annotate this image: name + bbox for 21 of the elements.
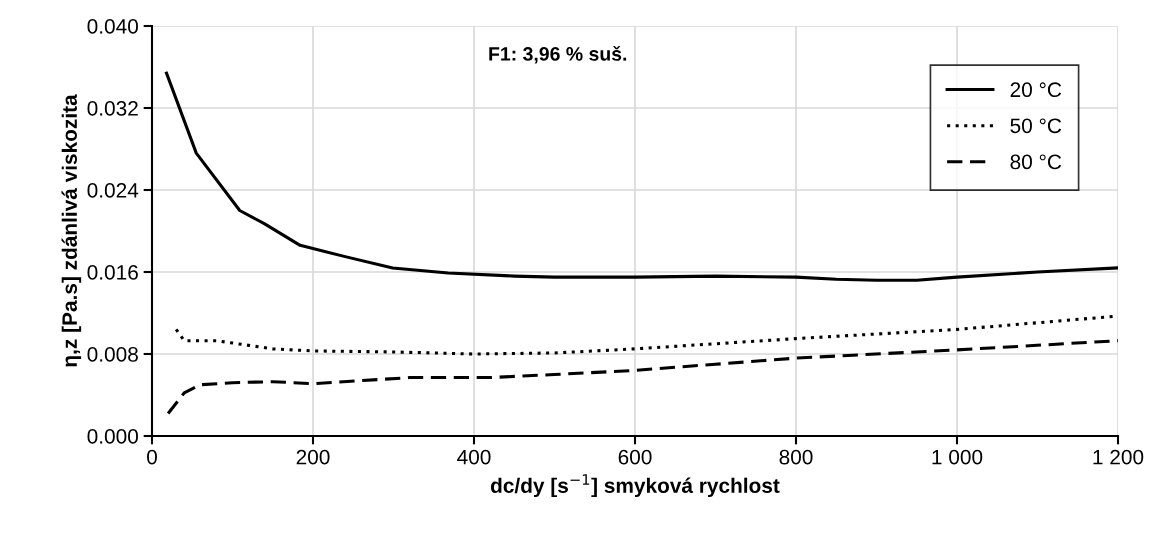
line-series — [164, 71, 1118, 282]
x-tick-label: 200 — [296, 449, 330, 465]
x-tick-label: 0 — [147, 449, 157, 465]
x-tick-label: 800 — [779, 449, 813, 465]
y-tick-label: 0.032 — [87, 101, 138, 116]
x-tick-label: 400 — [457, 449, 491, 465]
x-axis-title: dc/dy [s$^{−1}$] smyková rychlost — [490, 474, 780, 498]
x-tick-label: 1 200 — [1093, 449, 1144, 465]
y-tick-label: 0.040 — [87, 19, 138, 34]
y-tick-label: 0.008 — [87, 347, 138, 362]
y-tick-label: 0.024 — [87, 183, 139, 198]
x-tick-label: 1 000 — [932, 449, 983, 465]
x-tick-label: 600 — [618, 449, 652, 465]
y-tick-label: 0.016 — [87, 265, 138, 280]
y-tick-label: 0.000 — [87, 429, 138, 444]
y-axis-title: η,z [Pa.s] zdánlivá viskozita — [61, 94, 82, 367]
legend-label: 50 °C — [1010, 118, 1062, 134]
legend-label: 20 °C — [1010, 82, 1062, 98]
line-series — [166, 339, 1118, 415]
legend-label: 80 °C — [1010, 154, 1062, 170]
annotation: F1: 3,96 % suš. — [489, 46, 627, 64]
